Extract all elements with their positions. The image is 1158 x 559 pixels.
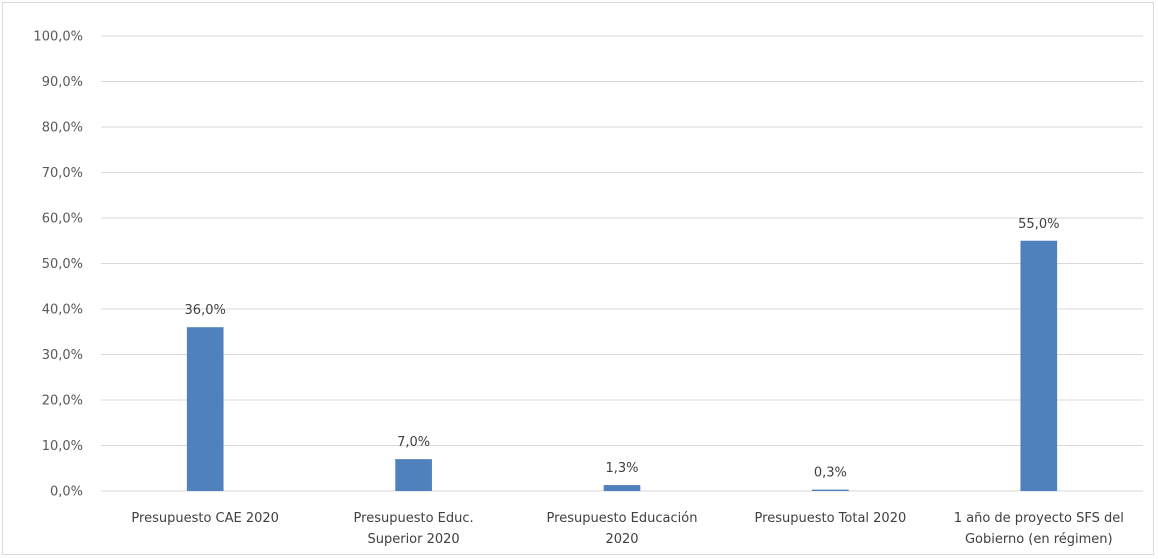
bars bbox=[186, 240, 1058, 491]
category-label: Presupuesto Educ. bbox=[354, 511, 474, 526]
y-tick-label: 0,0% bbox=[50, 485, 83, 500]
data-label: 0,3% bbox=[814, 466, 847, 481]
category-label: Presupuesto Educación bbox=[547, 511, 698, 526]
y-tick-label: 100,0% bbox=[33, 30, 83, 45]
data-label: 1,3% bbox=[605, 461, 638, 476]
category-label: Presupuesto Total 2020 bbox=[755, 511, 907, 526]
data-labels: 36,0% 7,0% 1,3% 0,3% 55,0% bbox=[185, 217, 1060, 481]
category-label: Superior 2020 bbox=[367, 532, 459, 547]
bar bbox=[812, 489, 849, 491]
y-tick-label: 50,0% bbox=[42, 257, 83, 272]
data-label: 36,0% bbox=[185, 303, 226, 318]
bar bbox=[1020, 240, 1058, 491]
gridlines bbox=[101, 35, 1143, 492]
y-tick-label: 20,0% bbox=[42, 394, 83, 409]
category-label: Presupuesto CAE 2020 bbox=[131, 511, 279, 526]
bar bbox=[186, 327, 224, 491]
y-tick-label: 80,0% bbox=[42, 121, 83, 136]
y-tick-label: 70,0% bbox=[42, 166, 83, 181]
y-tick-label: 90,0% bbox=[42, 75, 83, 90]
bar bbox=[395, 459, 432, 491]
y-tick-label: 40,0% bbox=[42, 303, 83, 318]
y-tick-label: 60,0% bbox=[42, 212, 83, 227]
category-label: Gobierno (en régimen) bbox=[965, 532, 1113, 547]
bar bbox=[603, 485, 641, 491]
category-label: 1 año de proyecto SFS del bbox=[954, 511, 1124, 526]
y-tick-label: 10,0% bbox=[42, 439, 83, 454]
y-tick-label: 30,0% bbox=[42, 348, 83, 363]
y-axis-ticks: 0,0% 10,0% 20,0% 30,0% 40,0% 50,0% 60,0% 70,0% 8… bbox=[33, 30, 83, 500]
data-label: 55,0% bbox=[1018, 217, 1059, 232]
category-labels: Presupuesto CAE 2020 Presupuesto Educ. Sup… bbox=[131, 511, 1123, 547]
data-label: 7,0% bbox=[397, 435, 430, 450]
category-label: 2020 bbox=[605, 532, 638, 547]
